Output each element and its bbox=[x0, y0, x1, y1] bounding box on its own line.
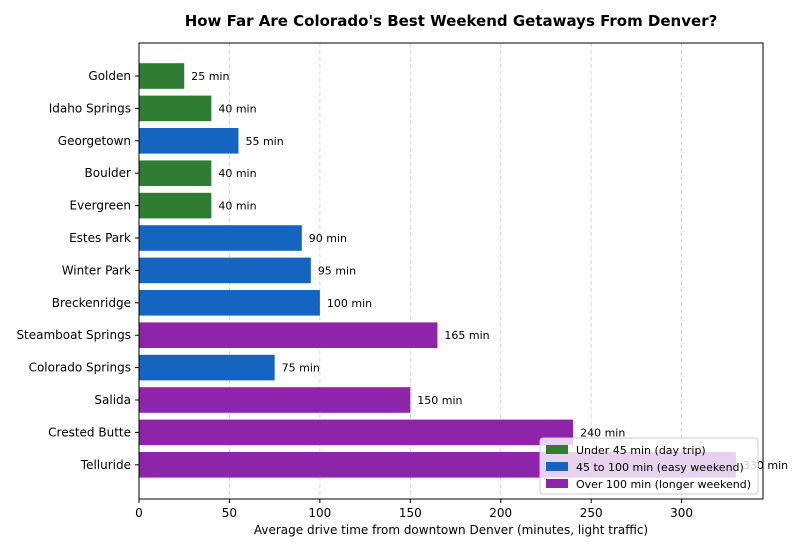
y-tick-label: Salida bbox=[94, 393, 131, 407]
x-tick-label: 200 bbox=[489, 506, 512, 520]
bar bbox=[139, 387, 411, 413]
y-tick-label: Steamboat Springs bbox=[16, 328, 131, 342]
y-axis-ticks: Golden Idaho Springs Georgetown Boulder Ever… bbox=[16, 69, 139, 472]
data-label: 55 min bbox=[245, 135, 283, 148]
legend-box bbox=[539, 437, 759, 495]
data-label: 165 min bbox=[444, 329, 489, 342]
legend-label: Over 100 min (longer weekend) bbox=[576, 478, 751, 491]
data-label: 100 min bbox=[327, 297, 372, 310]
legend-swatch bbox=[546, 479, 568, 488]
y-tick-label: Idaho Springs bbox=[49, 101, 131, 115]
bar bbox=[139, 63, 185, 89]
data-label: 75 min bbox=[282, 362, 320, 375]
x-tick-label: 100 bbox=[308, 506, 331, 520]
bars: 25 min 40 min 55 min 40 min 40 min 90 min 95 m… bbox=[139, 63, 788, 478]
x-tick-label: 250 bbox=[580, 506, 603, 520]
data-label: 25 min bbox=[191, 70, 229, 83]
x-tick-label: 300 bbox=[670, 506, 693, 520]
bar bbox=[139, 419, 574, 446]
bar bbox=[139, 95, 212, 122]
y-tick-label: Boulder bbox=[85, 166, 132, 180]
plot-frame bbox=[138, 42, 764, 500]
y-tick-label: Estes Park bbox=[69, 231, 131, 245]
y-tick-label: Breckenridge bbox=[52, 296, 131, 310]
bar bbox=[139, 354, 275, 381]
x-tick-label: 50 bbox=[222, 506, 237, 520]
y-tick-label: Telluride bbox=[80, 458, 131, 472]
bar bbox=[139, 225, 302, 251]
legend-label: Under 45 min (day trip) bbox=[576, 444, 706, 457]
data-label: 150 min bbox=[417, 394, 462, 407]
legend-swatch bbox=[546, 445, 568, 454]
x-axis-label: Average drive time from downtown Denver … bbox=[254, 523, 648, 537]
bar bbox=[139, 160, 212, 186]
data-label: 95 min bbox=[318, 264, 356, 277]
y-tick-label: Evergreen bbox=[70, 199, 131, 213]
y-tick-label: Golden bbox=[88, 69, 131, 83]
legend: Under 45 min (day trip) 45 to 100 min (ea… bbox=[539, 437, 759, 495]
x-tick-label: 150 bbox=[399, 506, 422, 520]
data-label: 240 min bbox=[580, 426, 625, 439]
y-tick-label: Winter Park bbox=[62, 263, 131, 277]
legend-swatch bbox=[546, 462, 568, 471]
chart-title: How Far Are Colorado's Best Weekend Geta… bbox=[185, 12, 718, 30]
y-tick-label: Georgetown bbox=[58, 134, 131, 148]
bar bbox=[139, 290, 320, 316]
y-tick-label: Colorado Springs bbox=[29, 361, 131, 375]
bar bbox=[139, 128, 239, 154]
data-label: 40 min bbox=[218, 102, 256, 115]
legend-label: 45 to 100 min (easy weekend) bbox=[576, 461, 744, 474]
x-axis-ticks: 0 50 100 150 200 250 300 bbox=[135, 499, 693, 520]
bar bbox=[139, 257, 311, 284]
data-label: 40 min bbox=[218, 167, 256, 180]
data-label: 90 min bbox=[309, 232, 347, 245]
bar bbox=[139, 192, 212, 219]
x-tick-label: 0 bbox=[135, 506, 143, 520]
data-label: 40 min bbox=[218, 200, 256, 213]
y-tick-label: Crested Butte bbox=[48, 425, 131, 439]
bar bbox=[139, 322, 438, 348]
